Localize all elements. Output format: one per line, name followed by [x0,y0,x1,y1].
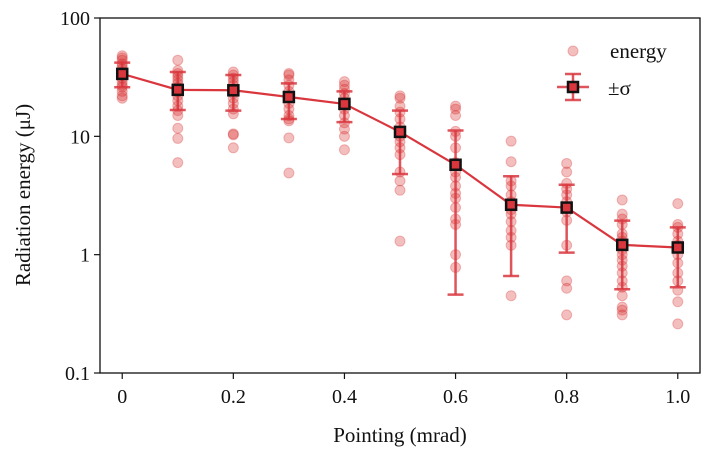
mean-marker [504,198,518,212]
energy-point [616,309,628,321]
energy-point [616,208,628,220]
energy-point [450,109,462,121]
energy-point [338,76,350,88]
energy-point [172,54,184,66]
energy-point [505,135,517,147]
x-axis-label: Pointing (mrad) [333,423,467,447]
energy-point [561,309,573,321]
mean-marker [171,83,185,97]
energy-point [672,318,684,330]
y-axis-label: Radiation energy (μJ) [11,104,35,286]
energy-point [616,301,628,313]
energy-point [338,130,350,142]
axis-ticks: 0 0.2 0.4 0.6 0.8 1.0 0.1 1 10 100 [60,8,690,408]
energy-point [394,184,406,196]
energy-point [672,296,684,308]
mean-marker [615,238,629,252]
x-tick-label: 0 [117,386,127,408]
energy-point [283,67,295,79]
y-tick-label: 0.1 [65,363,90,385]
energy-point [394,175,406,187]
mean-marker [227,84,240,97]
energy-point [616,304,628,316]
energy-point [394,90,406,102]
mean-marker [393,125,407,139]
energy-point [172,122,184,134]
energy-point [561,275,573,287]
x-tick-label: 0.6 [443,386,468,408]
energy-point [172,157,184,169]
energy-point [227,129,239,141]
energy-point [227,128,239,140]
x-tick-label: 1.0 [665,386,690,408]
x-tick-label: 0.8 [554,386,579,408]
mean-marker [115,67,129,81]
legend-sigma-label: ±σ [608,76,631,100]
energy-point [450,103,462,115]
mean-marker [671,241,685,254]
energy-point [561,282,573,294]
energy-point [227,142,239,154]
energy-point [450,100,462,112]
y-tick-label: 1 [80,245,90,267]
energy-point [283,69,295,81]
energy-point [561,166,573,178]
energy-point [116,90,128,102]
mean-marker [449,158,462,172]
x-tick-label: 0.4 [332,386,357,408]
energy-point [338,144,350,156]
mean-marker [560,201,573,214]
energy-point [172,109,184,121]
y-tick-label: 10 [70,126,90,148]
energy-point [616,290,628,302]
mean-marker [338,97,351,111]
legend-energy-marker [567,45,579,57]
plot-frame [99,17,701,374]
legend: energy ±σ [557,39,667,102]
energy-point [616,194,628,206]
energy-point [116,50,128,62]
energy-point [394,92,406,104]
energy-point [561,157,573,169]
y-tick-label: 100 [60,8,90,30]
legend-energy-label: energy [610,39,667,63]
energy-point [172,132,184,144]
mean-marker [282,90,296,104]
energy-point [116,92,128,104]
energy-point [283,132,295,144]
x-tick-label: 0.2 [221,386,246,408]
energy-point [505,156,517,168]
energy-point [672,198,684,210]
energy-point [283,167,295,179]
energy-point [505,290,517,302]
error-bars [114,61,686,296]
energy-point [394,235,406,247]
energy-point [338,123,350,135]
scatter-points [116,50,684,330]
